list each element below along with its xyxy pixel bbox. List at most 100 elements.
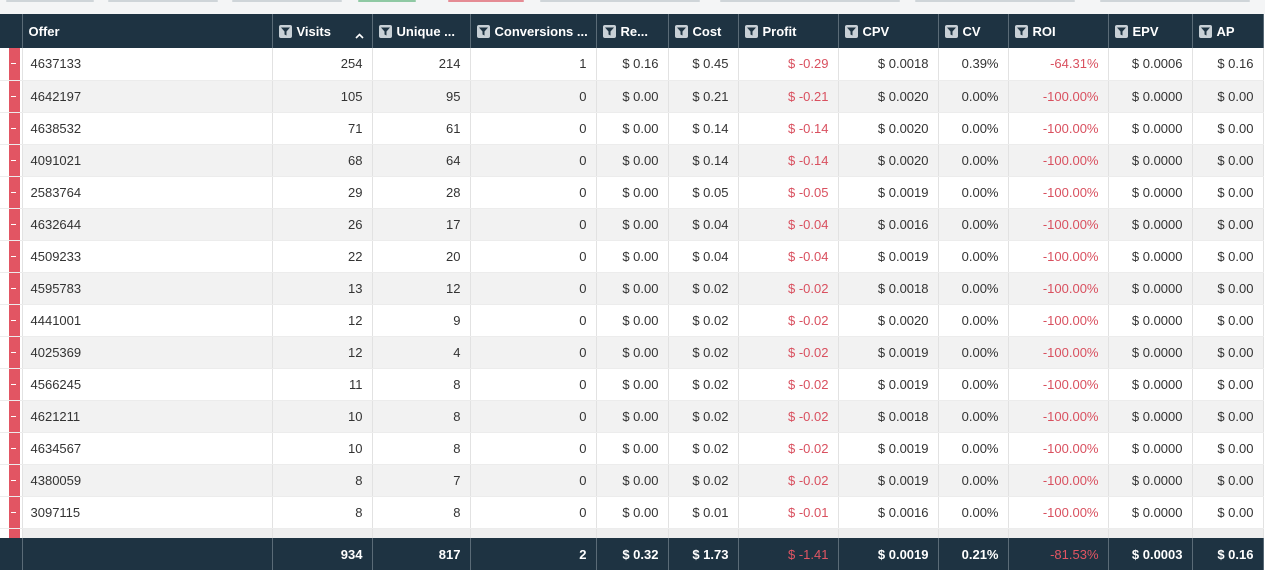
cell-conversions: 0	[470, 496, 597, 529]
dash-icon	[11, 95, 16, 97]
cell-offer[interactable]: 4566245	[22, 368, 273, 401]
cell-revenue: $ 0.00	[596, 144, 669, 177]
column-header-roi[interactable]: ROI	[1008, 14, 1109, 48]
cell-offer[interactable]: 4509233	[22, 240, 273, 273]
filter-icon[interactable]	[1014, 24, 1028, 38]
cell-revenue: $ 0.00	[596, 336, 669, 369]
cell-epv: $ 0.0000	[1108, 432, 1193, 465]
column-header-visits[interactable]: Visits	[272, 14, 373, 48]
cell-roi: -100.00%	[1008, 336, 1109, 369]
cell-offer[interactable]: 4595783	[22, 272, 273, 305]
table-row[interactable]: 4621211 10 8 0 $ 0.00 $ 0.02 $ -0.02 $ 0.0018 0.…	[0, 400, 1264, 433]
table-row[interactable]: 4566245 11 8 0 $ 0.00 $ 0.02 $ -0.02 $ 0.0019 0.…	[0, 368, 1264, 401]
column-header-label: CPV	[862, 23, 890, 39]
cell-unique: 4	[372, 336, 471, 369]
toolbar-segment	[358, 0, 416, 2]
table-row[interactable]: 4638532 71 61 0 $ 0.00 $ 0.14 $ -0.14 $ 0.0020 0…	[0, 112, 1264, 145]
filter-icon[interactable]	[602, 24, 616, 38]
table-row[interactable]: 4025369 12 4 0 $ 0.00 $ 0.02 $ -0.02 $ 0.0019 0.…	[0, 336, 1264, 369]
cell-offer[interactable]: 4632644	[22, 208, 273, 241]
dash-icon	[11, 511, 16, 513]
cell-offer[interactable]: 4638532	[22, 112, 273, 145]
table-row[interactable]: 4441001 12 9 0 $ 0.00 $ 0.02 $ -0.02 $ 0.0020 0.…	[0, 304, 1264, 337]
cell-conversions: 0	[470, 368, 597, 401]
cell-roi: -100.00%	[1008, 208, 1109, 241]
sort-ascending-icon[interactable]	[354, 27, 364, 42]
dash-icon	[11, 191, 16, 193]
column-header-label: Conversions ...	[494, 23, 588, 39]
filter-icon[interactable]	[674, 24, 688, 38]
column-header-epv[interactable]: EPV	[1108, 14, 1193, 48]
filter-icon[interactable]	[1114, 24, 1128, 38]
column-header-cost[interactable]: Cost	[668, 14, 739, 48]
cell-empty	[470, 528, 597, 538]
cell-offer[interactable]: 4642197	[22, 80, 273, 113]
toolbar-segment	[232, 0, 342, 2]
cell-ap: $ 0.00	[1192, 208, 1264, 241]
cell-ap: $ 0.00	[1192, 400, 1264, 433]
cell-conversions: 0	[470, 272, 597, 305]
cell-empty	[372, 528, 471, 538]
cell-offer[interactable]: 4091021	[22, 144, 273, 177]
column-header-cv[interactable]: CV	[938, 14, 1009, 48]
row-status-marker	[0, 496, 23, 529]
cell-visits: 26	[272, 208, 373, 241]
column-header-unique[interactable]: Unique ...	[372, 14, 471, 48]
column-header-conversions[interactable]: Conversions ...	[470, 14, 597, 48]
cell-epv: $ 0.0000	[1108, 80, 1193, 113]
filter-icon[interactable]	[944, 24, 958, 38]
cell-cpv: $ 0.0019	[838, 336, 939, 369]
filter-icon[interactable]	[1198, 24, 1212, 38]
cell-offer[interactable]: 2583764	[22, 176, 273, 209]
totals-row: 934 817 2 $ 0.32 $ 1.73 $ -1.41 $ 0.0019 0.21% -…	[0, 538, 1264, 570]
red-status-bar	[9, 528, 20, 538]
table-row[interactable]: 4595783 13 12 0 $ 0.00 $ 0.02 $ -0.02 $ 0.0018 0…	[0, 272, 1264, 305]
row-marker-header	[0, 14, 23, 48]
cell-cost: $ 0.45	[668, 48, 739, 81]
cell-profit: $ -0.04	[738, 240, 839, 273]
table-row[interactable]: 4637133 254 214 1 $ 0.16 $ 0.45 $ -0.29 $ 0.001…	[0, 48, 1264, 81]
cell-conversions: 0	[470, 400, 597, 433]
cell-conversions: 0	[470, 432, 597, 465]
column-header-ap[interactable]: AP	[1192, 14, 1264, 48]
cell-ap: $ 0.00	[1192, 304, 1264, 337]
column-header-revenue[interactable]: Re...	[596, 14, 669, 48]
cell-cv: 0.00%	[938, 240, 1009, 273]
filter-icon[interactable]	[378, 24, 392, 38]
column-header-profit[interactable]: Profit	[738, 14, 839, 48]
cell-conversions: 1	[470, 48, 597, 81]
column-header-label: ROI	[1032, 23, 1056, 39]
table-row[interactable]: 2583764 29 28 0 $ 0.00 $ 0.05 $ -0.05 $ 0.0019 0…	[0, 176, 1264, 209]
cell-conversions: 0	[470, 144, 597, 177]
table-row[interactable]: 4380059 8 7 0 $ 0.00 $ 0.02 $ -0.02 $ 0.0019 0.0…	[0, 464, 1264, 497]
cell-offer[interactable]: 4634567	[22, 432, 273, 465]
cell-cost: $ 0.02	[668, 336, 739, 369]
cell-roi: -100.00%	[1008, 272, 1109, 305]
cell-offer[interactable]: 4025369	[22, 336, 273, 369]
cell-revenue: $ 0.00	[596, 400, 669, 433]
table-row[interactable]: 4632644 26 17 0 $ 0.00 $ 0.04 $ -0.04 $ 0.0016 0…	[0, 208, 1264, 241]
cell-profit: $ -0.04	[738, 208, 839, 241]
cell-unique: 214	[372, 48, 471, 81]
cell-offer[interactable]: 4380059	[22, 464, 273, 497]
cell-cpv: $ 0.0019	[838, 176, 939, 209]
filter-icon[interactable]	[278, 24, 292, 38]
table-row[interactable]: 4509233 22 20 0 $ 0.00 $ 0.04 $ -0.04 $ 0.0019 0…	[0, 240, 1264, 273]
column-header-offer[interactable]: Offer	[22, 14, 273, 48]
filter-icon[interactable]	[476, 24, 490, 38]
table-row[interactable]: 3097115 8 8 0 $ 0.00 $ 0.01 $ -0.01 $ 0.0016 0.0…	[0, 496, 1264, 529]
table-row[interactable]: 4634567 10 8 0 $ 0.00 $ 0.02 $ -0.02 $ 0.0019 0.…	[0, 432, 1264, 465]
cell-offer[interactable]: 3097115	[22, 496, 273, 529]
cell-unique: 8	[372, 368, 471, 401]
toolbar-segment	[6, 0, 94, 2]
table-row[interactable]: 4091021 68 64 0 $ 0.00 $ 0.14 $ -0.14 $ 0.0020 0…	[0, 144, 1264, 177]
column-header-cpv[interactable]: CPV	[838, 14, 939, 48]
column-header-label: Unique ...	[396, 23, 456, 39]
cell-offer[interactable]: 4441001	[22, 304, 273, 337]
filter-icon[interactable]	[844, 24, 858, 38]
cell-cpv: $ 0.0019	[838, 432, 939, 465]
cell-offer[interactable]: 4637133	[22, 48, 273, 81]
table-row[interactable]: 4642197 105 95 0 $ 0.00 $ 0.21 $ -0.21 $ 0.0020…	[0, 80, 1264, 113]
filter-icon[interactable]	[744, 24, 758, 38]
cell-offer[interactable]: 4621211	[22, 400, 273, 433]
